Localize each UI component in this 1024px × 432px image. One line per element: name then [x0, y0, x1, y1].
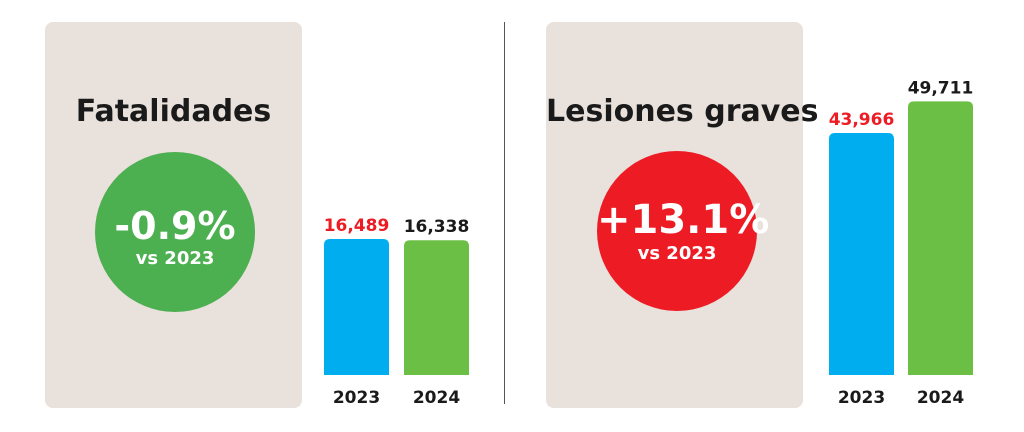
lesiones-change-value: +13.1% [597, 197, 770, 243]
lesiones-bar-group-2023: 43,966 2023 [829, 110, 895, 408]
lesiones-change-sub: vs 2023 [637, 243, 717, 264]
fatalidades-value-label-2024: 16,338 [404, 217, 470, 237]
fatalidades-bar-group-2024: 16,338 2024 [404, 217, 470, 408]
fatalidades-category-label-2023: 2023 [333, 388, 380, 408]
lesiones-category-label-2023: 2023 [838, 388, 885, 408]
lesiones-value-label-2024: 49,711 [908, 78, 974, 98]
fatalidades-change-badge: -0.9% vs 2023 [95, 152, 255, 312]
lesiones-bar-2024 [908, 101, 973, 376]
lesiones-value-label-2023: 43,966 [829, 110, 895, 130]
lesiones-bar-2023 [829, 133, 894, 375]
fatalidades-change-sub: vs 2023 [135, 248, 215, 269]
fatalidades-category-label-2024: 2024 [413, 388, 460, 408]
lesiones-category-label-2024: 2024 [917, 388, 964, 408]
fatalidades-bar-2023 [324, 239, 389, 375]
fatalidades-bar-group-2023: 16,489 2023 [324, 216, 390, 408]
lesiones-bar-group-2024: 49,711 2024 [908, 78, 974, 408]
fatalidades-change-value: -0.9% [114, 204, 236, 248]
lesiones-title: Lesiones graves [546, 94, 819, 129]
fatalidades-value-label-2023: 16,489 [324, 216, 390, 236]
fatalidades-title: Fatalidades [75, 94, 272, 129]
fatalidades-bar-2024 [404, 240, 469, 375]
lesiones-change-badge: +13.1% vs 2023 [597, 151, 770, 311]
panel-divider [504, 22, 505, 404]
